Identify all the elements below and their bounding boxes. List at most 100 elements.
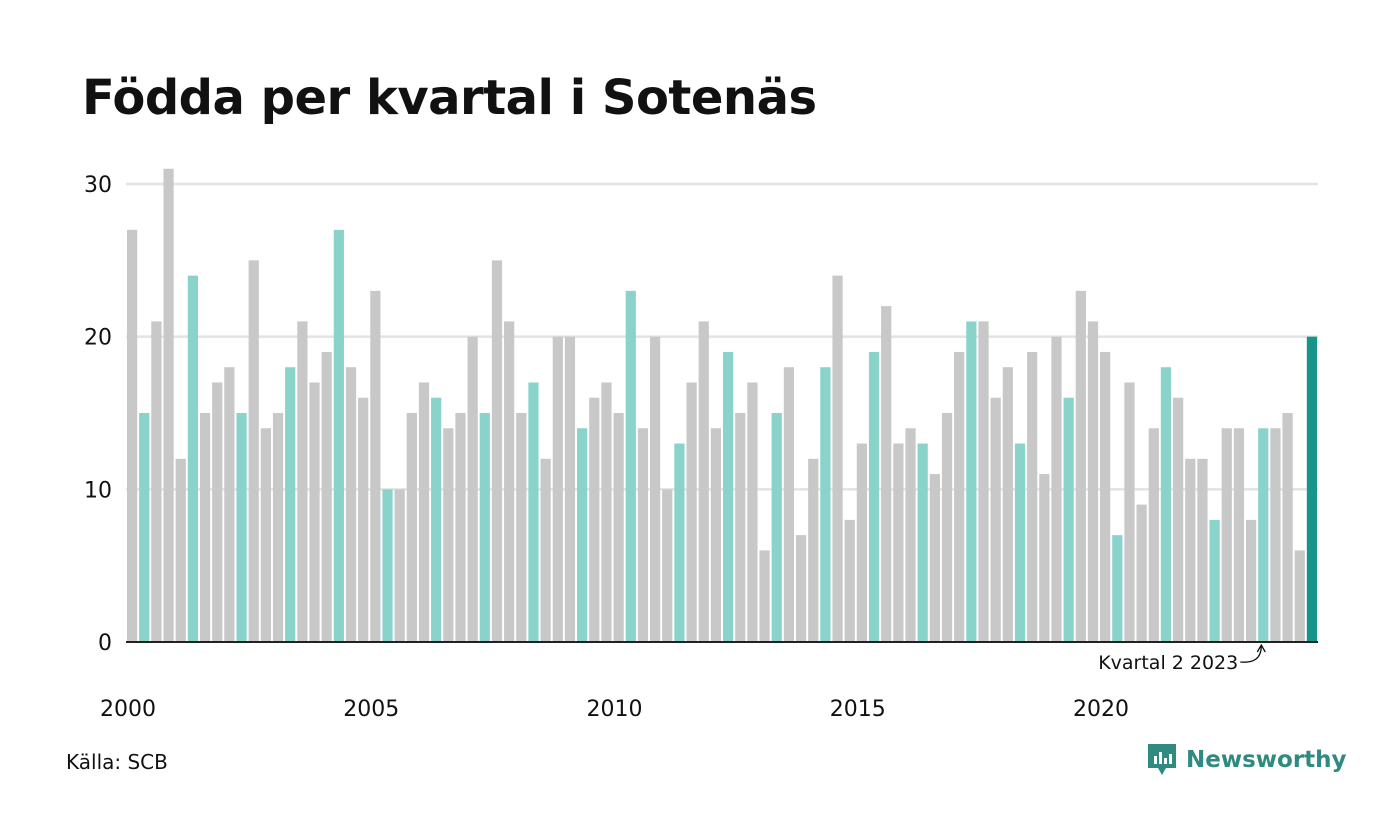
x-tick-label: 2005 xyxy=(343,697,399,722)
bars xyxy=(126,168,1318,643)
bar xyxy=(516,413,527,642)
y-tick-label: 30 xyxy=(84,173,112,198)
bar xyxy=(187,275,199,642)
bar xyxy=(224,367,235,642)
chart-title: Födda per kvartal i Sotenäs xyxy=(82,70,817,126)
bar xyxy=(151,321,162,642)
bar xyxy=(1124,382,1135,642)
newsworthy-logo-icon xyxy=(1148,744,1176,775)
bar xyxy=(1185,458,1196,642)
annotation: Kvartal 2 2023 xyxy=(1098,643,1266,674)
bar xyxy=(175,458,186,642)
bar xyxy=(212,382,223,642)
bar xyxy=(431,397,442,642)
bar xyxy=(1258,428,1269,642)
bar xyxy=(820,367,831,642)
bar xyxy=(917,443,928,642)
bar xyxy=(297,321,308,642)
bar xyxy=(577,428,588,642)
bar xyxy=(1112,535,1123,642)
x-tick-label: 2015 xyxy=(830,697,886,722)
bar xyxy=(1014,443,1026,642)
annotation-arrow xyxy=(1240,645,1262,663)
bar xyxy=(954,351,965,642)
bar xyxy=(832,275,843,642)
bar xyxy=(382,489,393,642)
annotation-label: Kvartal 2 2023 xyxy=(1098,652,1238,674)
bar xyxy=(1148,428,1159,642)
bar xyxy=(844,519,855,642)
bar xyxy=(1209,519,1220,642)
bar xyxy=(285,367,296,642)
annotation-arrowhead xyxy=(1256,643,1266,653)
bar xyxy=(1221,428,1232,642)
bar xyxy=(978,321,989,642)
bar xyxy=(613,413,624,642)
bar xyxy=(163,168,174,642)
bar xyxy=(698,321,709,642)
bar xyxy=(504,321,515,642)
bar xyxy=(856,443,867,642)
bar xyxy=(868,351,880,642)
bar xyxy=(966,321,977,642)
bar xyxy=(893,443,904,642)
bar xyxy=(881,306,892,642)
bar xyxy=(1245,519,1257,642)
bar xyxy=(601,382,612,642)
bar xyxy=(1173,397,1184,642)
source-label: Källa: SCB xyxy=(66,750,168,774)
bar xyxy=(795,535,807,642)
bar xyxy=(759,550,770,642)
bar xyxy=(564,336,576,642)
bar xyxy=(199,413,211,642)
bar xyxy=(126,229,138,643)
bar xyxy=(528,382,539,642)
x-axis-ticks: 2000 2005 2010 2015 2020 xyxy=(100,697,1129,722)
bar xyxy=(929,474,940,642)
y-tick-label: 0 xyxy=(98,631,112,656)
bar xyxy=(370,290,381,642)
bar xyxy=(418,382,430,642)
bar xyxy=(248,260,259,642)
bar xyxy=(479,413,490,642)
bar xyxy=(1087,321,1099,642)
bar xyxy=(467,336,478,642)
bar xyxy=(321,351,332,642)
bar xyxy=(1063,397,1074,642)
bar xyxy=(406,413,417,642)
bar xyxy=(1233,428,1245,642)
bar xyxy=(1306,336,1318,642)
bar xyxy=(1100,351,1111,642)
bar xyxy=(139,413,150,642)
bar xyxy=(236,413,247,642)
bar xyxy=(662,489,673,642)
bar xyxy=(1294,550,1305,642)
bar xyxy=(345,367,357,642)
bar xyxy=(1270,428,1281,642)
bar xyxy=(771,413,782,642)
bar xyxy=(1197,458,1208,642)
bar xyxy=(1002,367,1013,642)
x-tick-label: 2010 xyxy=(587,697,643,722)
bar-chart: 0 10 20 30 2000 2005 2010 2015 2020 Kvartal 2 2… xyxy=(84,168,1318,722)
bar xyxy=(649,336,661,642)
bar xyxy=(637,428,649,642)
bar xyxy=(394,489,405,642)
bar xyxy=(905,428,916,642)
bar xyxy=(1282,413,1293,642)
x-tick-label: 2020 xyxy=(1073,697,1129,722)
bar xyxy=(808,458,819,642)
y-axis-ticks: 0 10 20 30 xyxy=(84,173,112,656)
bar xyxy=(1160,367,1172,642)
y-tick-label: 10 xyxy=(84,478,112,503)
bar xyxy=(455,413,466,642)
bar xyxy=(1051,336,1062,642)
bar xyxy=(735,413,746,642)
bar xyxy=(333,229,344,643)
brand-logo: Newsworthy xyxy=(1146,742,1347,778)
bar xyxy=(272,413,284,642)
brand-name: Newsworthy xyxy=(1186,747,1347,773)
bar xyxy=(722,351,734,642)
bar xyxy=(941,413,953,642)
x-tick-label: 2000 xyxy=(100,697,156,722)
